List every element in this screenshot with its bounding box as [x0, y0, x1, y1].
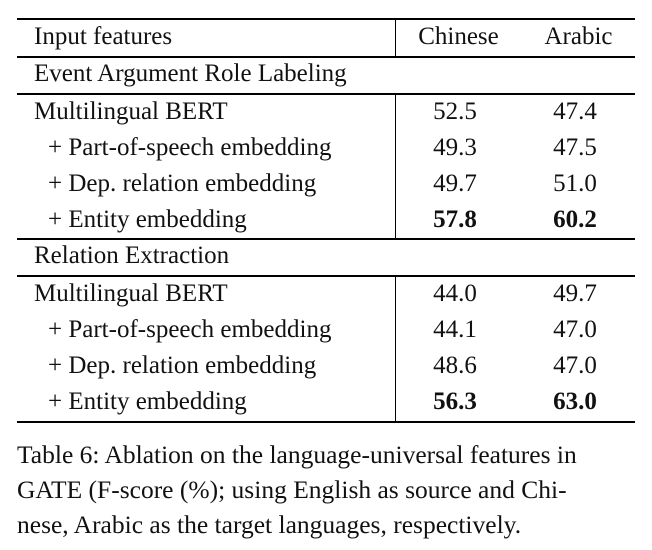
column-divider	[395, 275, 397, 421]
table-caption: Table 6: Ablation on the language-univer…	[17, 437, 642, 542]
chinese-value: 44.0	[433, 280, 477, 307]
section1-title-rule	[17, 93, 635, 95]
table-row: Multilingual BERT 52.5 47.4	[17, 94, 635, 130]
section1-end-rule	[17, 238, 635, 240]
chinese-value: 49.3	[433, 134, 477, 161]
section2-title-rule	[17, 275, 635, 277]
table-row: + Part-of-speech embedding 44.1 47.0	[17, 312, 635, 348]
header-rule	[17, 56, 635, 58]
arabic-value: 47.0	[553, 352, 597, 379]
row-label: + Part-of-speech embedding	[48, 134, 332, 161]
row-label: + Entity embedding	[48, 206, 247, 233]
table-row: + Dep. relation embedding 49.7 51.0	[17, 166, 635, 202]
arabic-value-best: 63.0	[553, 388, 597, 415]
chinese-value: 49.7	[433, 170, 477, 197]
section-title-row: Event Argument Role Labeling	[17, 56, 635, 92]
arabic-value: 47.0	[553, 316, 597, 343]
chinese-value: 48.6	[433, 352, 477, 379]
table-row: + Part-of-speech embedding 49.3 47.5	[17, 130, 635, 166]
chinese-value-best: 57.8	[433, 206, 477, 233]
arabic-value: 47.5	[553, 134, 597, 161]
header-row: Input features Chinese Arabic	[17, 19, 635, 55]
table-row: Multilingual BERT 44.0 49.7	[17, 276, 635, 312]
column-divider	[395, 18, 397, 56]
bottom-rule	[17, 421, 635, 423]
section-title: Relation Extraction	[34, 242, 230, 269]
row-label: + Dep. relation embedding	[48, 170, 317, 197]
arabic-value-best: 60.2	[553, 206, 597, 233]
arabic-value: 49.7	[553, 280, 597, 307]
row-label: Multilingual BERT	[34, 98, 228, 125]
column-divider	[395, 93, 397, 238]
table-row-best: + Entity embedding 56.3 63.0	[17, 384, 635, 420]
header-arabic: Arabic	[544, 23, 613, 50]
header-input-features: Input features	[34, 23, 173, 50]
row-label: + Dep. relation embedding	[48, 352, 317, 379]
row-label: Multilingual BERT	[34, 280, 228, 307]
section-title: Event Argument Role Labeling	[34, 60, 347, 87]
row-label: + Part-of-speech embedding	[48, 316, 332, 343]
top-rule	[17, 18, 635, 20]
arabic-value: 51.0	[553, 170, 597, 197]
row-label: + Entity embedding	[48, 388, 247, 415]
chinese-value: 52.5	[433, 98, 477, 125]
chinese-value: 44.1	[433, 316, 477, 343]
caption-line: GATE (F-score (%); using English as sour…	[17, 475, 567, 504]
arabic-value: 47.4	[553, 98, 597, 125]
table-row-best: + Entity embedding 57.8 60.2	[17, 202, 635, 238]
table-row: + Dep. relation embedding 48.6 47.0	[17, 348, 635, 384]
header-chinese: Chinese	[418, 23, 499, 50]
caption-line: nese, Arabic as the target languages, re…	[17, 510, 522, 539]
chinese-value-best: 56.3	[433, 388, 477, 415]
section-title-row: Relation Extraction	[17, 238, 635, 274]
caption-line: Table 6: Ablation on the language-univer…	[17, 440, 577, 469]
